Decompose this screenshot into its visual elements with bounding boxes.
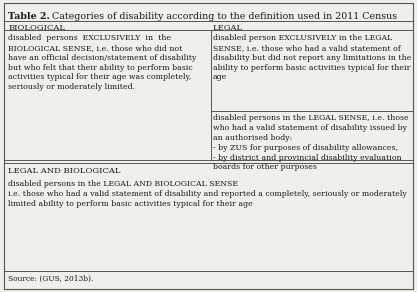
Text: disabled person EXCLUSIVELY in the LEGAL
SENSE, i.e. those who had a valid state: disabled person EXCLUSIVELY in the LEGAL… [213, 34, 411, 81]
Text: LEGAL AND BIOLOGICAL: LEGAL AND BIOLOGICAL [8, 167, 121, 175]
Text: disabled persons in the LEGAL AND BIOLOGICAL SENSE: disabled persons in the LEGAL AND BIOLOG… [8, 180, 239, 187]
Text: disabled persons in the LEGAL SENSE, i.e. those
who had a valid statement of dis: disabled persons in the LEGAL SENSE, i.e… [213, 114, 408, 171]
Text: BIOLOGICAL: BIOLOGICAL [8, 24, 65, 32]
Text: LEGAL: LEGAL [213, 24, 243, 32]
Text: Source: (GUS, 2013b).: Source: (GUS, 2013b). [8, 274, 94, 282]
Text: Table 2.: Table 2. [8, 12, 50, 21]
Text: disabled  persons  EXCLUSIVELY  in  the
BIOLOGICAL SENSE, i.e. those who did not: disabled persons EXCLUSIVELY in the BIOL… [8, 34, 197, 91]
Text: i.e. those who had a valid statement of disability and reported a completely, se: i.e. those who had a valid statement of … [8, 190, 407, 208]
Text: Categories of disability according to the definition used in 2011 Census: Categories of disability according to th… [46, 12, 397, 21]
